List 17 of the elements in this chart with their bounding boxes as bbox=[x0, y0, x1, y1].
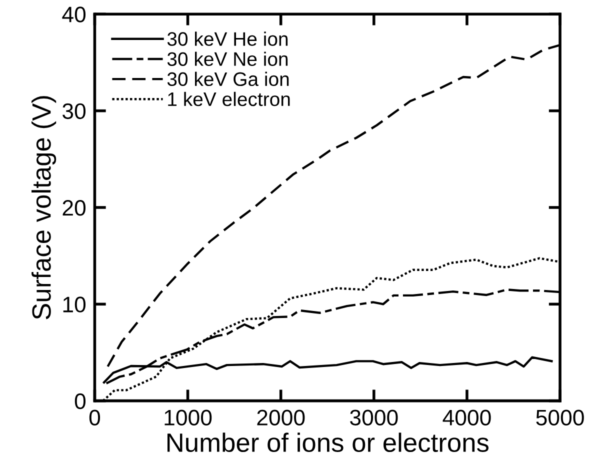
legend-label: 30 keV He ion bbox=[167, 32, 288, 46]
y-tick-label: 40 bbox=[62, 6, 86, 22]
x-tick-label: 0 bbox=[89, 410, 100, 426]
x-tick-label: 4000 bbox=[442, 410, 491, 426]
y-tick-label: 30 bbox=[62, 103, 86, 120]
x-tick-label: 1000 bbox=[164, 410, 212, 426]
x-tick-label: 3000 bbox=[350, 410, 398, 426]
legend-label: 30 keV Ga ion bbox=[167, 72, 289, 86]
y-tick-label: 0 bbox=[74, 393, 86, 410]
x-tick-label: 5000 bbox=[536, 410, 584, 426]
x-axis-title: Number of ions or electrons bbox=[167, 432, 489, 452]
y-tick-label: 10 bbox=[63, 296, 86, 312]
legend-label: 30 keV Ne ion bbox=[167, 52, 288, 66]
x-tick-label: 2000 bbox=[257, 410, 305, 426]
y-axis-title: Surface voltage (V) bbox=[32, 96, 56, 320]
legend-label: 1 keV electron bbox=[168, 92, 290, 106]
y-tick-label: 20 bbox=[62, 200, 86, 216]
